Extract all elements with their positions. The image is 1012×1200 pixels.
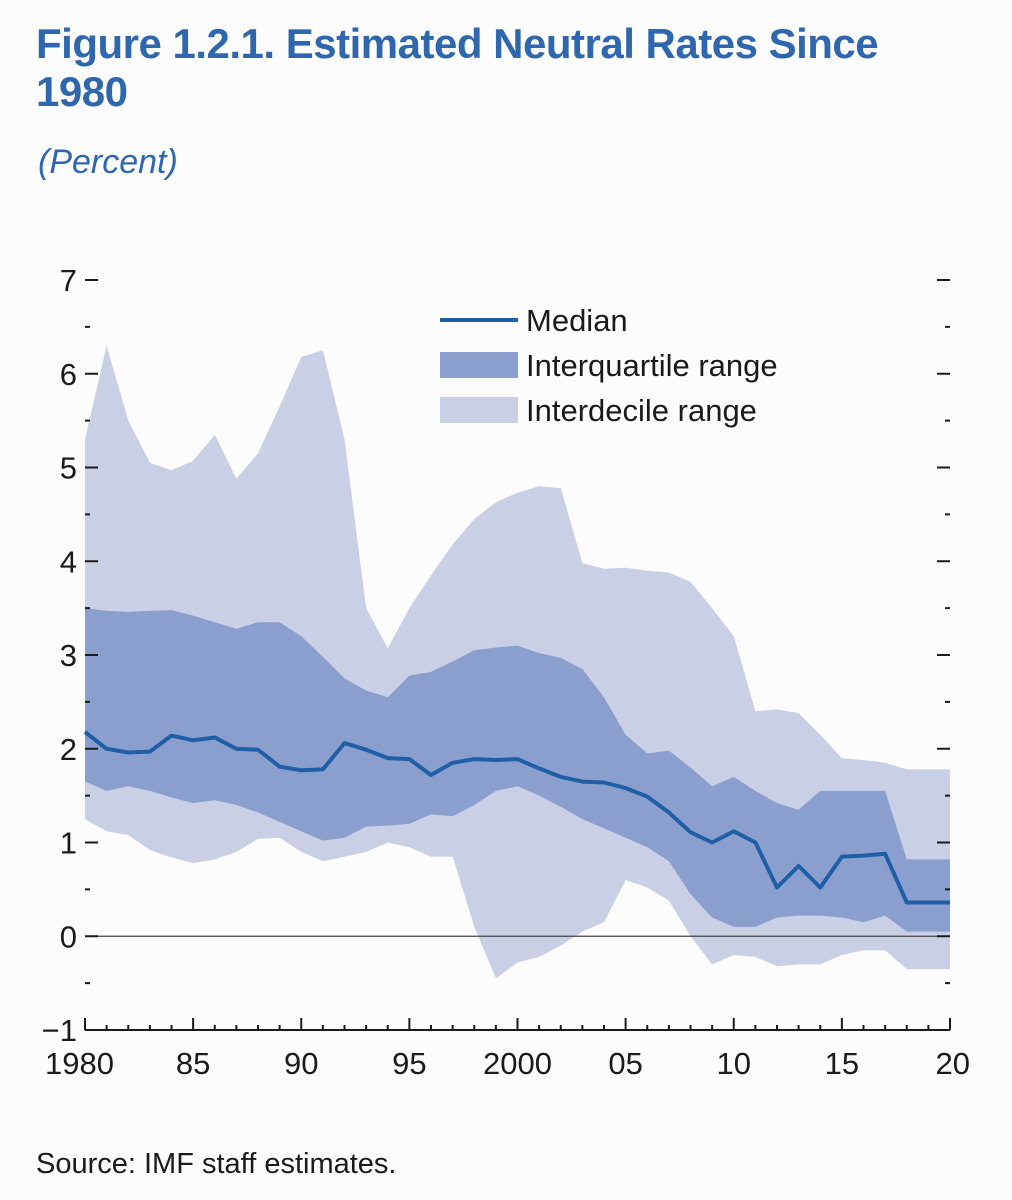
chart-median-layer — [83, 730, 950, 905]
median-line — [83, 730, 950, 905]
chart-bands — [85, 345, 950, 979]
legend-swatch-interquartile-range — [440, 352, 518, 378]
source-note: Source: IMF staff estimates. — [36, 1148, 397, 1180]
chart: −1 0 1 2 3 4 5 6 7 1980 85 90 95 2000 05 10 15 20 Median I… — [42, 263, 970, 1081]
x-tick-label: 90 — [284, 1046, 318, 1081]
chart-legend: Median Interquartile range Interdecile ran… — [440, 303, 778, 428]
y-tick-label: 0 — [60, 919, 77, 954]
x-tick-label: 2000 — [483, 1046, 552, 1081]
figure-subtitle: (Percent) — [38, 143, 178, 181]
y-tick-label: 6 — [60, 357, 77, 392]
legend-label-median: Median — [526, 303, 628, 338]
legend-swatch-interdecile-range — [440, 397, 518, 423]
x-tick-label: 05 — [608, 1046, 642, 1081]
legend-label-interquartile-range: Interquartile range — [526, 348, 778, 383]
legend-label-interdecile-range: Interdecile range — [526, 393, 757, 428]
y-tick-label: 3 — [60, 638, 77, 673]
x-tick-label: 1980 — [45, 1046, 114, 1081]
x-tick-label: 10 — [717, 1046, 751, 1081]
y-tick-label: 2 — [60, 732, 77, 767]
x-tick-label: 85 — [176, 1046, 210, 1081]
x-tick-label: 15 — [825, 1046, 859, 1081]
interquartile-range-band — [85, 608, 950, 932]
y-tick-label: 4 — [60, 544, 77, 579]
x-tick-label: 95 — [392, 1046, 426, 1081]
y-tick-label: 1 — [60, 826, 77, 861]
x-tick-label: 20 — [936, 1046, 970, 1081]
chart-axes: −1 0 1 2 3 4 5 6 7 1980 85 90 95 2000 05 10 15 20 — [42, 263, 970, 1081]
y-tick-label: 7 — [60, 263, 77, 298]
y-tick-label: 5 — [60, 451, 77, 486]
y-tick-label: −1 — [42, 1013, 77, 1048]
figure-title: Figure 1.2.1. Estimated Neutral Rates Si… — [36, 20, 879, 115]
